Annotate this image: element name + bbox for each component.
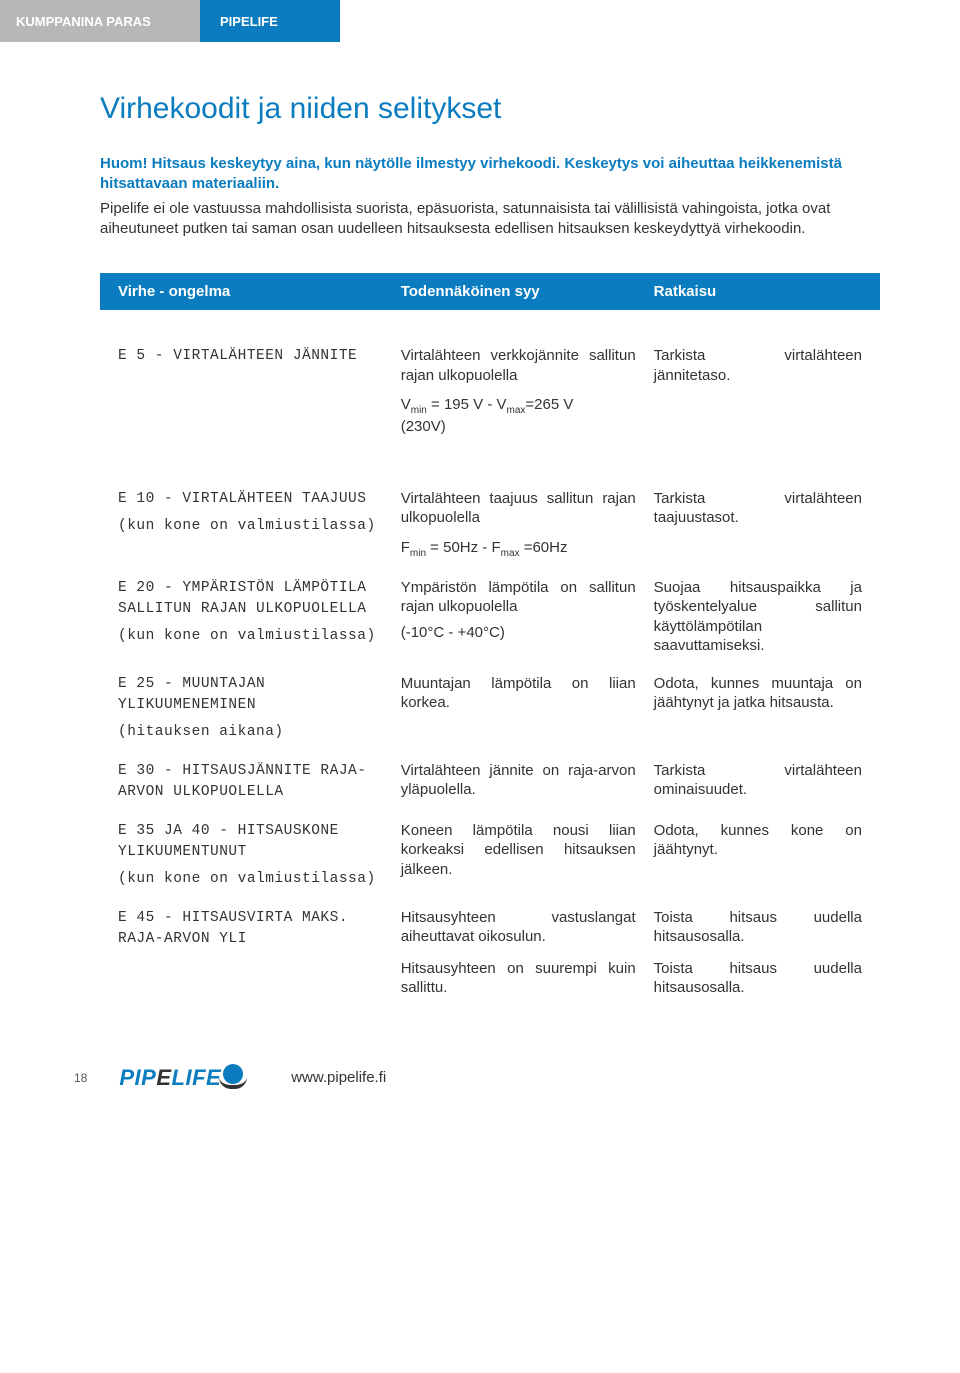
code-text: E 25 - MUUNTAJAN YLIKUUMENEMINEN [118,676,265,713]
footer: 18 PIPELIFE www.pipelife.fi [0,1046,960,1116]
error-fix: Suojaa hitsauspaikka ja työskentelyalue … [654,578,862,656]
header-bar: KUMPPANINA PARAS PIPELIFE [0,0,960,42]
error-fix: Odota, kunnes muuntaja on jäähtynyt ja j… [654,674,862,743]
logo-part: E [156,1065,171,1090]
f: max [501,548,520,559]
cause-text: Hitsausyhteen vastuslangat aiheuttavat o… [401,908,636,947]
error-code: E 35 JA 40 - HITSAUSKONE YLIKUUMENTUNUT … [118,821,401,890]
error-fix: Tarkista virtalähteen ominaisuudet. [654,761,862,803]
table-row: E 30 - HITSAUSJÄNNITE RAJA-ARVON ULKOPUO… [100,761,880,803]
error-code: E 10 - VIRTALÄHTEEN TAAJUUS (kun kone on… [118,489,401,560]
logo-part: PIP [119,1065,156,1090]
content: Virhekoodit ja niiden selitykset Huom! H… [0,42,960,1046]
error-fix: Odota, kunnes kone on jäähtynyt. [654,821,862,890]
code-sub: (kun kone on valmiustilassa) [118,869,387,890]
error-cause: Virtalähteen taajuus sallitun rajan ulko… [401,489,654,560]
table-row: E 10 - VIRTALÄHTEEN TAAJUUS (kun kone on… [100,489,880,560]
cause-sub: (-10°C - +40°C) [401,623,636,643]
th-error: Virhe - ongelma [118,283,401,300]
f: min [410,548,426,559]
cause-text: Virtalähteen taajuus sallitun rajan ulko… [401,490,636,527]
cause-text: Hitsausyhteen on suurempi kuin sallittu. [401,959,636,998]
table-row: E 45 - HITSAUSVIRTA MAKS. RAJA-ARVON YLI… [100,908,880,998]
th-fix: Ratkaisu [654,283,862,300]
header-left: KUMPPANINA PARAS [0,0,200,42]
table-header: Virhe - ongelma Todennäköinen syy Ratkai… [100,273,880,310]
page-title: Virhekoodit ja niiden selitykset [100,92,880,126]
error-cause: Virtalähteen jännite on raja-arvon yläpu… [401,761,654,803]
f: =265 V [525,396,573,413]
table-row: E 20 - YMPÄRISTÖN LÄMPÖTILA SALLITUN RAJ… [100,578,880,656]
f: F [401,539,410,556]
error-cause: Hitsausyhteen vastuslangat aiheuttavat o… [401,908,654,998]
code-sub: (kun kone on valmiustilassa) [118,516,387,537]
logo-part: LIFE [172,1065,222,1090]
error-fix: Tarkista virtalähteen jännitetaso. [654,346,862,437]
pipelife-logo: PIPELIFE [119,1064,243,1092]
error-cause: Virtalähteen verkkojännite sallitun raja… [401,346,654,437]
page-number: 18 [74,1071,87,1085]
logo-icon [223,1064,243,1084]
intro-text: Pipelife ei ole vastuussa mahdollisista … [100,199,880,240]
cause-formula: Fmin = 50Hz - Fmax =60Hz [401,538,636,560]
code-text: E 20 - YMPÄRISTÖN LÄMPÖTILA SALLITUN RAJ… [118,580,366,617]
f: V [401,396,411,413]
error-code: E 5 - VIRTALÄHTEEN JÄNNITE [118,346,401,437]
table-row: E 35 JA 40 - HITSAUSKONE YLIKUUMENTUNUT … [100,821,880,890]
intro-bold: Huom! Hitsaus keskeytyy aina, kun näytöl… [100,154,880,195]
fix-text: Toista hitsaus uudella hitsausosalla. [654,959,862,998]
error-fix: Toista hitsaus uudella hitsausosalla. To… [654,908,862,998]
f: (230V) [401,417,636,437]
f: = 50Hz - F [426,539,501,556]
code-text: E 35 JA 40 - HITSAUSKONE YLIKUUMENTUNUT [118,823,339,860]
table-row: E 5 - VIRTALÄHTEEN JÄNNITE Virtalähteen … [100,346,880,437]
error-code: E 25 - MUUNTAJAN YLIKUUMENEMINEN (hitauk… [118,674,401,743]
fix-text: Toista hitsaus uudella hitsausosalla. [654,908,862,947]
f: =60Hz [520,539,568,556]
error-cause: Ympäristön lämpötila on sallitun rajan u… [401,578,654,656]
error-code: E 20 - YMPÄRISTÖN LÄMPÖTILA SALLITUN RAJ… [118,578,401,656]
f: min [411,405,427,416]
f: max [507,405,526,416]
cause-text: Virtalähteen verkkojännite sallitun raja… [401,347,636,384]
f: = 195 V - V [427,396,507,413]
code-text: E 10 - VIRTALÄHTEEN TAAJUUS [118,491,366,507]
code-sub: (hitauksen aikana) [118,722,387,743]
error-code: E 45 - HITSAUSVIRTA MAKS. RAJA-ARVON YLI [118,908,401,998]
error-code: E 30 - HITSAUSJÄNNITE RAJA-ARVON ULKOPUO… [118,761,401,803]
error-cause: Koneen lämpötila nousi liian korkeaksi e… [401,821,654,890]
cause-formula: Vmin = 195 V - Vmax=265 V (230V) [401,395,636,437]
footer-url: www.pipelife.fi [291,1069,386,1086]
code-sub: (kun kone on valmiustilassa) [118,626,387,647]
table-row: E 25 - MUUNTAJAN YLIKUUMENEMINEN (hitauk… [100,674,880,743]
header-right: PIPELIFE [200,0,340,42]
th-cause: Todennäköinen syy [401,283,654,300]
error-fix: Tarkista virtalähteen taajuustasot. [654,489,862,560]
error-cause: Muuntajan lämpötila on liian korkea. [401,674,654,743]
cause-text: Ympäristön lämpötila on sallitun rajan u… [401,579,636,616]
